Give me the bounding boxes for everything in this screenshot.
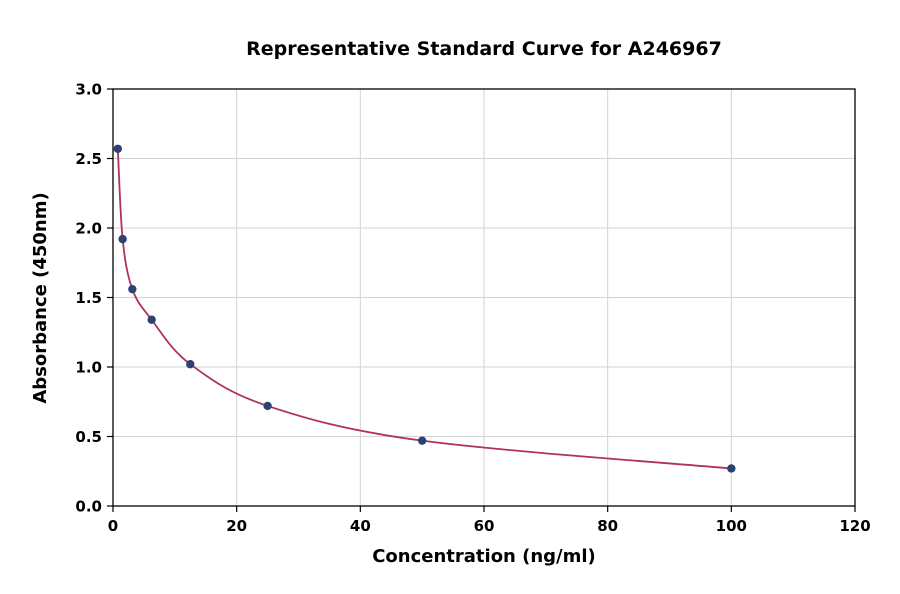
data-point-marker xyxy=(727,464,736,473)
x-tick-label: 120 xyxy=(839,517,870,535)
plot-border xyxy=(112,88,856,507)
data-point-marker xyxy=(417,436,427,445)
x-tick-label: 80 xyxy=(597,517,618,535)
x-tick-label: 20 xyxy=(226,517,247,535)
fitted-curve-line xyxy=(116,148,732,470)
data-point-marker xyxy=(128,284,137,294)
y-tick-label: 2.0 xyxy=(75,220,102,238)
data-layer xyxy=(113,144,736,473)
y-tick-label: 0.5 xyxy=(75,428,102,446)
data-point-marker xyxy=(263,401,272,411)
x-tick-label: 40 xyxy=(350,517,371,535)
y-axis-label: Absorbance (450nm) xyxy=(30,192,51,403)
data-point-marker xyxy=(113,144,123,153)
data-point-marker xyxy=(118,234,127,244)
data-point-marker xyxy=(147,315,156,324)
x-tick-label: 100 xyxy=(716,517,747,535)
data-point-marker xyxy=(186,360,195,369)
x-tick-label: 60 xyxy=(474,517,495,535)
y-tick-label: 1.5 xyxy=(75,289,102,307)
y-tick-label: 1.0 xyxy=(75,359,102,377)
y-tick-label: 3.0 xyxy=(75,81,102,99)
chart-title: Representative Standard Curve for A24696… xyxy=(246,38,722,60)
grid-layer xyxy=(112,88,856,507)
y-tick-label: 0.0 xyxy=(75,498,102,516)
x-axis-label: Concentration (ng/ml) xyxy=(372,546,596,567)
axis-layer: 0 20 40 60 80 100 120 0.0 0.5 1.0 1.5 2.0 2.5 3.0 xyxy=(75,81,870,536)
y-tick-label: 2.5 xyxy=(75,150,102,168)
x-tick-label: 0 xyxy=(108,517,118,535)
